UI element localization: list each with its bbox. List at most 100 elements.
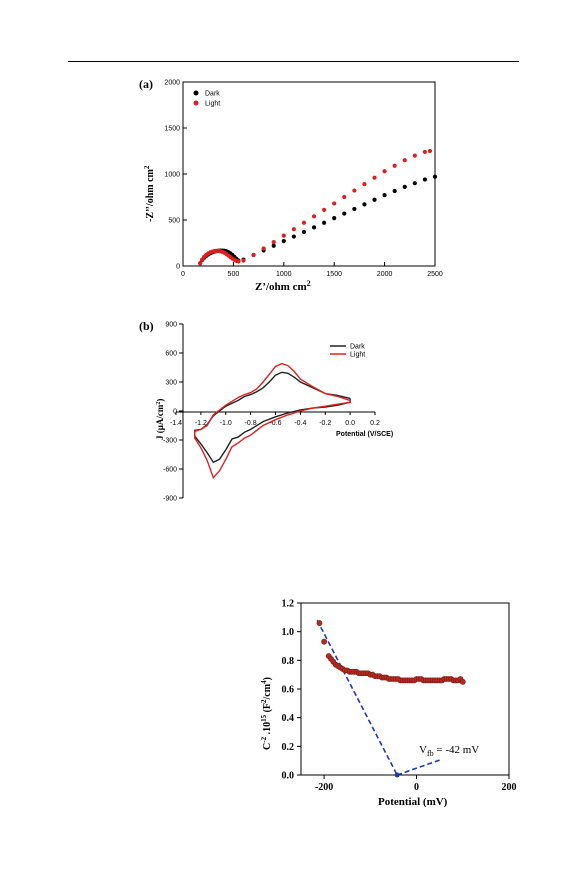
panel-c-ylabel-part: 4	[260, 680, 268, 684]
panel-c-point	[321, 638, 328, 645]
panel-b-xtick-label: 0.0	[345, 420, 355, 427]
panel-c-ylabel: C-2 .1015 (F2/cm4)	[260, 677, 273, 750]
panel-a-ytick-label: 500	[168, 218, 180, 225]
panel-c-points	[316, 620, 466, 685]
panel-a-ytick-label: 1000	[164, 172, 180, 179]
panel-c-ytick-label: 0.6	[282, 685, 295, 696]
panel-a-ticks: 0 500 1000 1500 2000 2500 0 500 1000 1500 2000	[164, 80, 442, 279]
panel-a-point-dark	[352, 206, 357, 212]
panel-c-ylabel-part: .10	[262, 722, 273, 737]
panel-c-ytick-label: 0.0	[282, 771, 295, 782]
panel-a-legend: Dark Light	[193, 90, 220, 108]
panel-c-point	[316, 620, 323, 626]
panel-b-xtick-label: -0.6	[269, 420, 281, 427]
panel-a-point-light	[422, 149, 428, 155]
panel-b-label: (b)	[139, 319, 154, 333]
panel-b-lines	[194, 362, 351, 480]
panel-b-xtick-label: -1.4	[170, 420, 182, 427]
panel-c-ylabel-part: -2	[260, 736, 268, 742]
panel-a-xtick-label: 1500	[326, 271, 342, 278]
panel-a-point-light	[251, 252, 256, 258]
panel-c-ylabel-part: C	[262, 743, 273, 750]
panel-a-point-light	[291, 227, 296, 232]
panel-a-point-light	[311, 214, 317, 219]
panel-a-point-dark	[311, 225, 317, 230]
panel-c-ylabel-part: (F	[262, 703, 273, 715]
panel-c-ytick-label: 0.8	[282, 656, 295, 667]
panel-a-point-dark	[412, 181, 417, 186]
panel-a-point-dark	[382, 193, 387, 198]
panel-a-point-dark	[342, 211, 347, 216]
legend-marker-light	[193, 100, 199, 106]
panel-a-ytick-label: 1500	[164, 126, 180, 133]
panel-c-chart: -200 0 200 0.0 0.2 0.4 0.6 0.8 1.0 1.2 Vfb = -42 …	[260, 599, 517, 809]
panel-b-ytick-label: -600	[163, 467, 177, 474]
panel-a-point-dark	[281, 239, 286, 244]
panel-a-point-dark	[372, 197, 377, 202]
panel-c-fit-lines	[316, 619, 443, 778]
panel-a-point-light	[261, 246, 266, 251]
panel-a-point-light	[372, 175, 377, 180]
panel-b-ylabel: J (μA/cm2)	[155, 399, 165, 440]
legend-label-light-b: Light	[350, 352, 365, 359]
panel-a-ytick-label: 2000	[164, 80, 180, 87]
panel-c-vfb-marker	[394, 772, 400, 778]
panel-a-point-light	[241, 258, 246, 263]
panel-b-ytick-label: -900	[163, 496, 177, 503]
panel-b-ytick-label: -300	[163, 438, 177, 445]
panel-a-point-dark	[432, 174, 438, 179]
panel-a-point-light	[332, 201, 337, 206]
panel-b-xtick-label: 0.2	[370, 420, 380, 427]
panel-a-point-dark	[332, 216, 337, 221]
legend-label-light: Light	[205, 101, 220, 108]
panel-c-ytick-label: 0.2	[282, 742, 295, 753]
panel-a-point-light	[382, 169, 387, 174]
panel-a-point-light	[412, 153, 417, 158]
legend-marker-dark	[193, 90, 199, 96]
panel-a-point-dark	[291, 234, 296, 239]
panel-a-point-light	[301, 220, 307, 225]
panel-a-xtick-label: 2500	[427, 271, 443, 278]
panel-a-points	[198, 148, 438, 266]
panel-a-point-light	[427, 148, 433, 154]
panel-a-point-light	[281, 233, 286, 238]
panel-b-ytick-label: 300	[165, 380, 177, 387]
page-top-rule	[68, 61, 519, 62]
panel-b-ytick-label: 0	[173, 409, 177, 416]
panel-b-ytick-label: 900	[165, 322, 177, 329]
panel-a-point-dark	[402, 184, 407, 189]
panel-a-point-dark	[422, 177, 428, 182]
panel-a-frame	[182, 81, 436, 267]
panel-b-xtick-label: -0.2	[319, 420, 331, 427]
panel-a-point-dark	[362, 202, 367, 207]
panel-a-ylabel: -Z’’/ohm cm2	[143, 165, 156, 222]
panel-c-ylabel-part: 15	[260, 714, 268, 722]
panel-a-point-light	[198, 261, 203, 266]
panel-c-fit-line	[396, 758, 443, 776]
panel-a-point-dark	[301, 229, 307, 235]
panel-c-ylabel-part: 2	[260, 699, 268, 703]
panel-a-label: (a)	[139, 77, 153, 91]
panel-a-point-dark	[322, 220, 327, 225]
panel-a-xlabel: Z’/ohm cm2	[255, 279, 311, 293]
panel-b-series-light	[194, 362, 351, 480]
panel-a-point-light	[362, 182, 367, 187]
panel-c-ytick-label: 1.2	[282, 599, 295, 610]
panel-a-point-light	[352, 188, 357, 193]
panel-b-xtick-label: -0.4	[294, 420, 306, 427]
panel-b-xlabel: Potential (V/SCE)	[336, 431, 393, 438]
panel-b-xtick-label: -1.0	[220, 420, 232, 427]
panel-c-ylabel-part: )	[262, 677, 273, 680]
panel-b-xtick-label: -0.8	[245, 420, 257, 427]
panel-a-point-light	[392, 163, 397, 168]
panel-a-xtick-label: 1000	[276, 271, 292, 278]
panel-a-chart: (a) 0 500 1000 1500 2000 2500 0 500 1000 1500 2000…	[139, 77, 443, 293]
legend-label-dark-b: Dark	[350, 344, 365, 351]
panel-b-series-dark	[194, 371, 351, 464]
panel-a-xtick-label: 500	[228, 271, 240, 278]
panel-c-xlabel: Potential (mV)	[378, 796, 448, 808]
panel-b-ticks: -1.4 -1.2 -1.0 -0.8 -0.6 -0.4 -0.2 0.0 0.2 -900 -6…	[163, 322, 380, 503]
panel-a-point-light	[322, 207, 327, 212]
panel-a-point-dark	[271, 243, 276, 248]
